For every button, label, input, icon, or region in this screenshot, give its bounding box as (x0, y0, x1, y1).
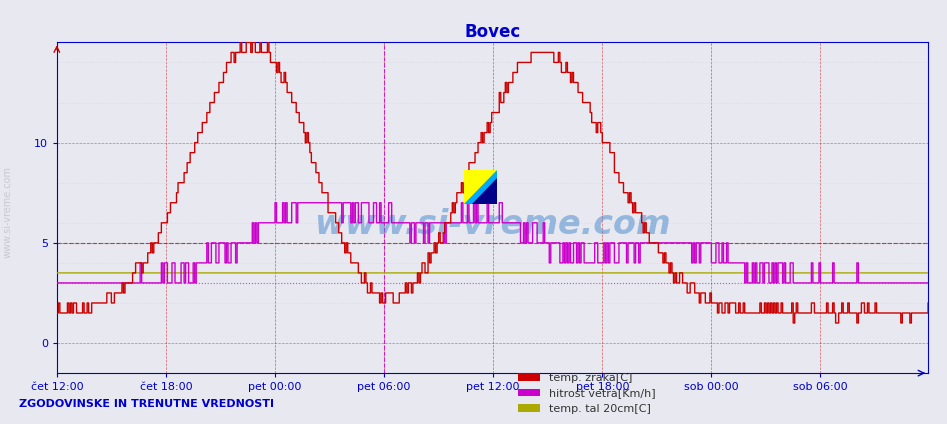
Text: www.si-vreme.com: www.si-vreme.com (3, 166, 12, 258)
Text: ZGODOVINSKE IN TRENUTNE VREDNOSTI: ZGODOVINSKE IN TRENUTNE VREDNOSTI (19, 399, 274, 409)
Polygon shape (473, 178, 497, 204)
Title: Bovec: Bovec (464, 23, 521, 41)
Polygon shape (464, 170, 497, 204)
Text: www.si-vreme.com: www.si-vreme.com (314, 208, 670, 241)
Legend: temp. zraka[C], hitrost vetra[Km/h], temp. tal 20cm[C]: temp. zraka[C], hitrost vetra[Km/h], tem… (514, 368, 660, 418)
Polygon shape (464, 170, 497, 204)
